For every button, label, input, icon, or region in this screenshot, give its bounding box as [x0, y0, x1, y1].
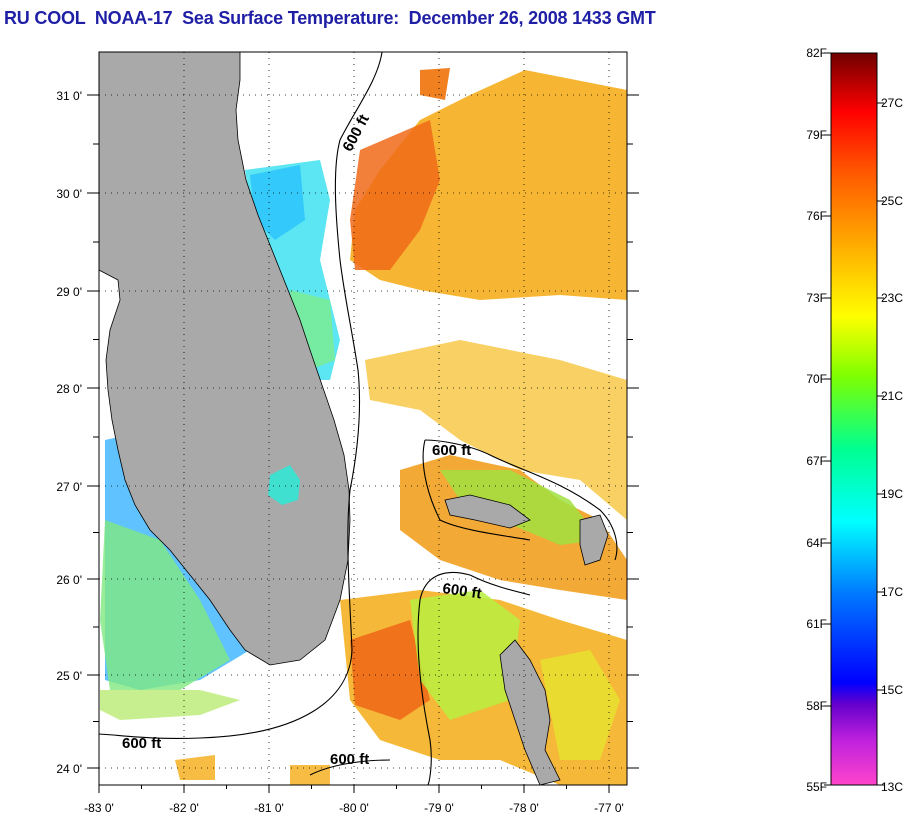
colorbar-c-label: 27C: [881, 96, 903, 110]
colorbar-f-label: 64F: [806, 536, 827, 550]
colorbar-c-label: 25C: [881, 194, 903, 208]
sst-patch-central: [365, 340, 627, 520]
colorbar-c-label: 13C: [881, 780, 903, 794]
colorbar-ticks: [824, 52, 884, 786]
lat-tick-label: 31 0': [56, 89, 82, 103]
colorbar-f-label: 82F: [806, 46, 827, 60]
lon-tick-label: -78 0': [509, 801, 539, 815]
colorbar-f-label: 67F: [806, 454, 827, 468]
colorbar-f-label: 58F: [806, 699, 827, 713]
map-title: RU COOL NOAA-17 Sea Surface Temperature:…: [4, 8, 656, 28]
colorbar-f-label: 73F: [806, 291, 827, 305]
map-frame: [98, 51, 628, 786]
lat-tick-label: 29 0': [56, 285, 82, 299]
sst-patch-orange-south: [350, 620, 430, 720]
lon-tick-label: -83 0': [84, 801, 114, 815]
sst-patch-orange-top: [420, 68, 450, 100]
sst-patch-orange-north: [350, 120, 440, 270]
lon-tick-label: -79 0': [424, 801, 454, 815]
grand-bahama: [444, 494, 531, 529]
sst-data-layer: [99, 52, 627, 785]
colorbar-f-label: 79F: [806, 128, 827, 142]
lat-tick-label: 25 0': [56, 669, 82, 683]
map-ticks: [87, 94, 639, 793]
sst-patch-yellow-south: [540, 650, 620, 760]
colorbar: [830, 52, 878, 786]
lake-okeechobee-fill: [268, 465, 300, 505]
colorbar-f-label: 55F: [806, 780, 827, 794]
colorbar-f-label: 61F: [806, 617, 827, 631]
sst-patch-keys-west: [175, 755, 215, 780]
colorbar-f-label: 70F: [806, 372, 827, 386]
lat-tick-label: 24 0': [56, 762, 82, 776]
andros-island: [499, 639, 561, 785]
lat-tick-label: 30 0': [56, 187, 82, 201]
lat-tick-label: 26 0': [56, 573, 82, 587]
contour-label-south: 600 ft: [441, 580, 482, 602]
contour-600ft-south-bank: [419, 571, 531, 601]
colorbar-f-label: 76F: [806, 209, 827, 223]
contour-600ft-bahamas: [424, 439, 618, 561]
contour-600ft-main: [99, 52, 383, 740]
colorbar-c-label: 21C: [881, 389, 903, 403]
lon-tick-label: -80 0': [339, 801, 369, 815]
contour-label-keys: 600 ft: [330, 751, 369, 768]
lon-tick-label: -77 0': [594, 801, 624, 815]
lon-tick-label: -81 0': [254, 801, 284, 815]
contour-600ft-tongue: [417, 599, 432, 785]
colorbar-c-label: 23C: [881, 291, 903, 305]
sst-patch-coastal-blue: [250, 165, 305, 240]
florida-land: [99, 52, 351, 666]
sst-patch-gulf-green: [100, 520, 230, 690]
colorbar-c-label: 19C: [881, 487, 903, 501]
colorbar-c-label: 17C: [881, 585, 903, 599]
colorbar-c-label: 15C: [881, 683, 903, 697]
sst-patch-green-south: [410, 590, 520, 720]
contour-600ft-bank: [422, 439, 531, 541]
sst-patch-gulf-south: [100, 690, 240, 720]
lat-tick-label: 28 0': [56, 382, 82, 396]
contour-label-bahamas: 600 ft: [432, 442, 471, 459]
lat-tick-label: 27 0': [56, 480, 82, 494]
contour-label-gulf: 600 ft: [122, 735, 161, 752]
lon-tick-label: -82 0': [169, 801, 199, 815]
abaco-island: [579, 514, 609, 566]
sst-patch-bank-green: [440, 470, 600, 545]
map-grid: [99, 52, 627, 785]
contour-600ft-keys: [309, 759, 391, 776]
